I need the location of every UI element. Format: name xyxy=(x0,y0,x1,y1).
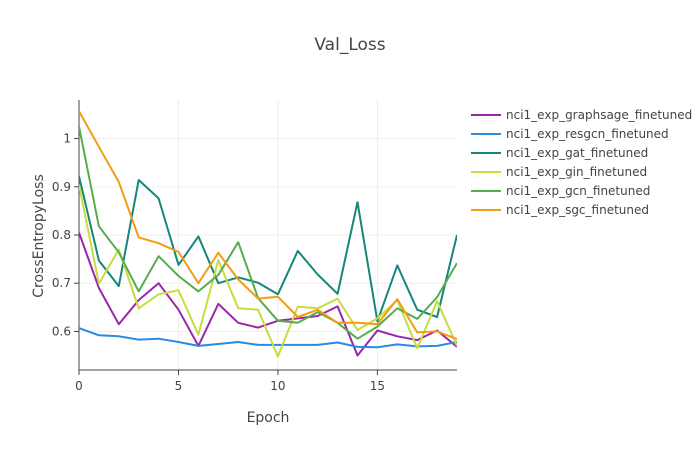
x-tick-label: 0 xyxy=(75,379,83,393)
series-layer xyxy=(79,110,457,358)
series-line-nci1_exp_gat_finetuned xyxy=(79,175,457,323)
legend-label: nci1_exp_gcn_finetuned xyxy=(506,184,650,198)
x-axis-label: Epoch xyxy=(247,410,290,426)
legend-item[interactable]: nci1_exp_graphsage_finetuned xyxy=(471,108,692,122)
legend: nci1_exp_graphsage_finetuned nci1_exp_res… xyxy=(471,108,692,217)
axis-layer: 0 5 10 15 0.6 0.7 0.8 0.9 1 xyxy=(52,100,457,393)
legend-item[interactable]: nci1_exp_gin_finetuned xyxy=(471,165,647,179)
series-line-nci1_exp_gcn_finetuned xyxy=(79,126,457,340)
chart-title: Val_Loss xyxy=(314,35,385,55)
y-axis-label: CrossEntropyLoss xyxy=(31,174,47,297)
x-tick-label: 15 xyxy=(370,379,385,393)
series-line-nci1_exp_sgc_finetuned xyxy=(79,110,457,341)
legend-label: nci1_exp_sgc_finetuned xyxy=(506,203,649,217)
y-tick-label: 1 xyxy=(63,132,71,146)
grid-layer xyxy=(78,100,457,370)
legend-item[interactable]: nci1_exp_gcn_finetuned xyxy=(471,184,650,198)
y-tick-label: 0.7 xyxy=(52,276,71,290)
legend-label: nci1_exp_gin_finetuned xyxy=(506,165,647,179)
y-tick-label: 0.6 xyxy=(52,324,71,338)
x-tick-label: 5 xyxy=(175,379,183,393)
y-tick-label: 0.8 xyxy=(52,228,71,242)
legend-label: nci1_exp_gat_finetuned xyxy=(506,146,648,160)
x-tick-label: 10 xyxy=(270,379,285,393)
y-tick-label: 0.9 xyxy=(52,180,71,194)
legend-label: nci1_exp_resgcn_finetuned xyxy=(506,127,669,141)
legend-item[interactable]: nci1_exp_sgc_finetuned xyxy=(471,203,649,217)
legend-label: nci1_exp_graphsage_finetuned xyxy=(506,108,692,122)
legend-item[interactable]: nci1_exp_gat_finetuned xyxy=(471,146,648,160)
series-line-nci1_exp_resgcn_finetuned xyxy=(79,327,457,349)
series-line-nci1_exp_graphsage_finetuned xyxy=(79,232,457,357)
legend-item[interactable]: nci1_exp_resgcn_finetuned xyxy=(471,127,669,141)
